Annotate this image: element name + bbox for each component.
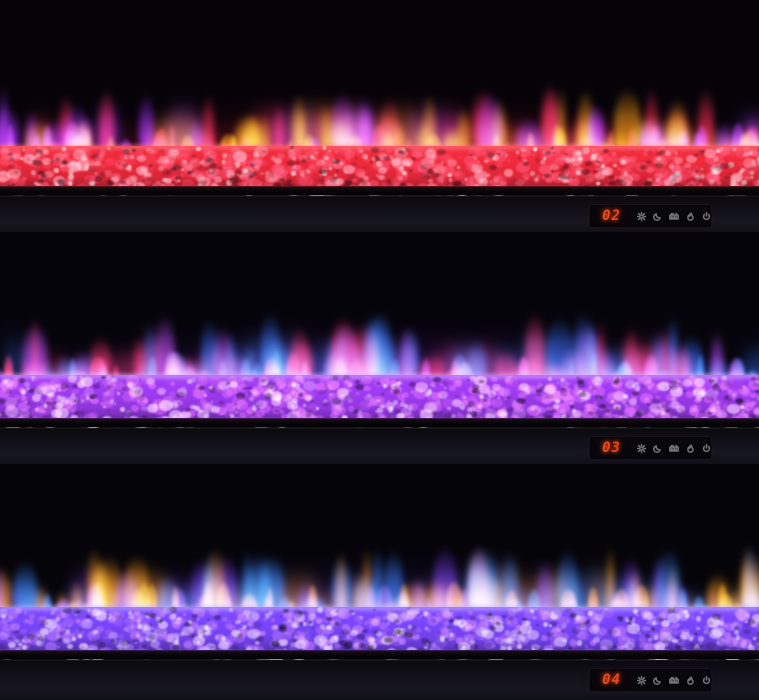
firebox-lip xyxy=(0,650,759,659)
flame-icon[interactable] xyxy=(686,444,695,453)
firebox-lip xyxy=(0,186,759,195)
control-panel-2[interactable]: 03 xyxy=(589,436,712,460)
heater-icon[interactable] xyxy=(669,444,679,453)
ember-bed xyxy=(0,145,759,196)
mode-digits: 03 xyxy=(602,440,621,456)
fireplace-panel-1 xyxy=(0,0,759,196)
power-icon[interactable] xyxy=(702,212,711,221)
heater-icon[interactable] xyxy=(669,676,679,685)
touch-controls-1[interactable] xyxy=(633,212,711,221)
touch-controls-3[interactable] xyxy=(633,676,711,685)
moon-icon[interactable] xyxy=(653,212,662,221)
heater-icon[interactable] xyxy=(669,212,679,221)
flame-layer xyxy=(0,294,759,385)
brightness-icon[interactable] xyxy=(637,676,646,685)
led-display-3: 04 xyxy=(590,669,633,691)
power-icon[interactable] xyxy=(702,676,711,685)
power-icon[interactable] xyxy=(702,444,711,453)
brightness-icon[interactable] xyxy=(637,212,646,221)
mode-digits: 02 xyxy=(602,208,621,224)
touch-controls-2[interactable] xyxy=(633,444,711,453)
firebox-lip xyxy=(0,418,759,427)
brightness-icon[interactable] xyxy=(637,444,646,453)
mode-digits: 04 xyxy=(602,672,621,688)
led-display-1: 02 xyxy=(590,205,633,227)
fireplace-panel-3 xyxy=(0,464,759,660)
flame-icon[interactable] xyxy=(686,676,695,685)
moon-icon[interactable] xyxy=(653,676,662,685)
ember-bed xyxy=(0,374,759,428)
ember-bed xyxy=(0,606,759,660)
flame-layer xyxy=(0,70,759,156)
moon-icon[interactable] xyxy=(653,444,662,453)
led-display-2: 03 xyxy=(590,437,633,459)
fireplace-panel-2 xyxy=(0,232,759,428)
control-panel-3[interactable]: 04 xyxy=(589,668,712,692)
control-panel-1[interactable]: 02 xyxy=(589,204,712,228)
flame-layer xyxy=(0,522,759,617)
flame-icon[interactable] xyxy=(686,212,695,221)
